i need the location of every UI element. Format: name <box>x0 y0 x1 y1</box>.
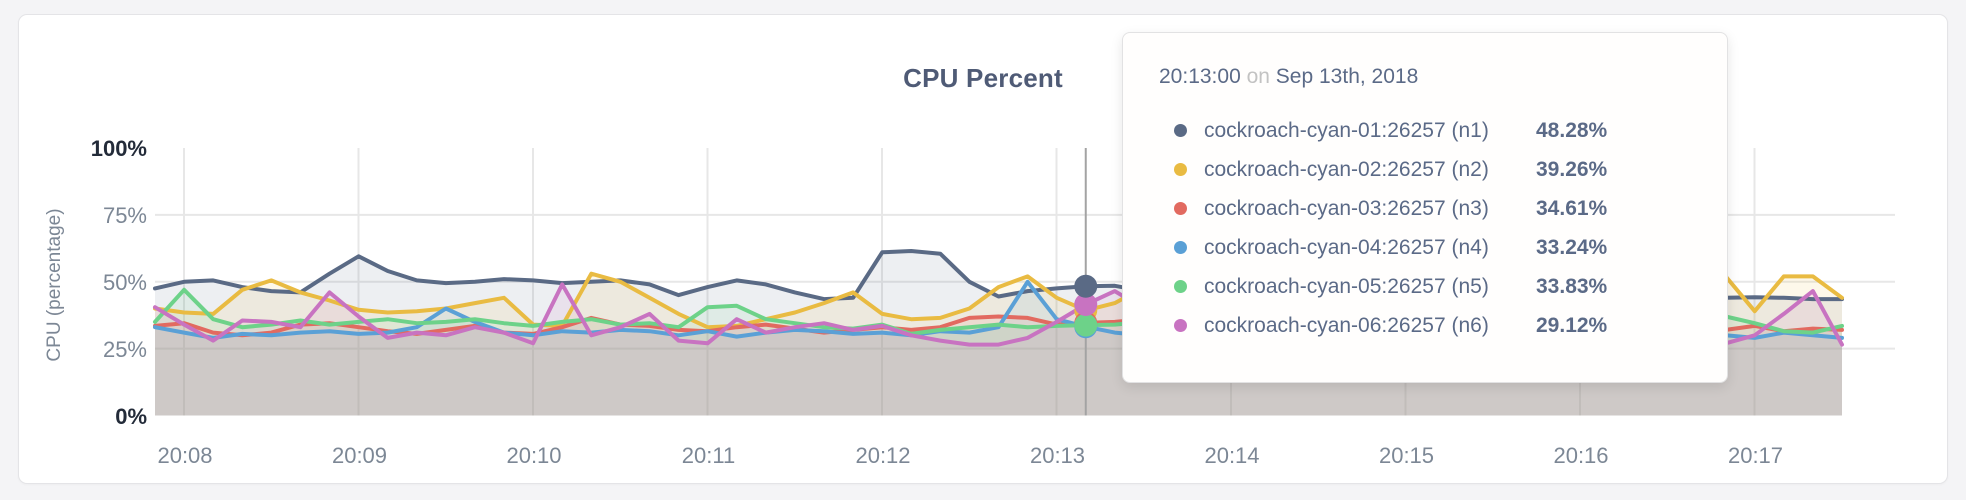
y-tick-label: 50% <box>102 269 147 295</box>
tooltip-series-name: cockroach-cyan-01:26257 (n1) <box>1204 118 1489 142</box>
x-tick-label: 20:10 <box>506 443 562 468</box>
series-color-dot-icon <box>1174 124 1187 137</box>
tooltip-series-value: 39.26% <box>1536 157 1608 181</box>
tooltip-series-row: cockroach-cyan-04:26257 (n4) 33.24% <box>1174 228 1693 267</box>
tooltip-series-name: cockroach-cyan-04:26257 (n4) <box>1204 235 1489 259</box>
tooltip-series-name: cockroach-cyan-02:26257 (n2) <box>1204 157 1489 181</box>
x-tick-label: 20:16 <box>1553 443 1609 468</box>
y-tick-label: 100% <box>90 136 147 161</box>
series-color-dot-icon <box>1174 241 1187 254</box>
series-color-dot-icon <box>1174 163 1187 176</box>
series-color-dot-icon <box>1174 280 1187 293</box>
tooltip-rows: cockroach-cyan-01:26257 (n1) 48.28% cockro… <box>1174 111 1693 345</box>
tooltip-preposition: on <box>1246 65 1270 88</box>
hover-dot-n1 <box>1074 274 1098 298</box>
tooltip-date: Sep 13th, 2018 <box>1275 65 1419 88</box>
tooltip-series-row: cockroach-cyan-06:26257 (n6) 29.12% <box>1174 306 1693 345</box>
hover-dot-n6 <box>1074 292 1098 316</box>
tooltip-series-value: 48.28% <box>1536 118 1608 142</box>
chart-title: CPU Percent <box>903 63 1063 93</box>
tooltip-series-name: cockroach-cyan-06:26257 (n6) <box>1204 313 1489 337</box>
hover-dot-n5 <box>1074 313 1098 337</box>
y-tick-label: 25% <box>102 336 147 362</box>
x-tick-label: 20:11 <box>681 443 736 468</box>
tooltip-series-value: 33.24% <box>1536 235 1608 259</box>
tooltip-series-value: 29.12% <box>1536 313 1608 337</box>
tooltip-series-row: cockroach-cyan-05:26257 (n5) 33.83% <box>1174 267 1693 306</box>
x-tick-label: 20:13 <box>1029 443 1086 468</box>
series-color-dot-icon <box>1174 319 1187 332</box>
x-tick-label: 20:09 <box>331 443 388 468</box>
tooltip-series-name: cockroach-cyan-05:26257 (n5) <box>1204 274 1489 298</box>
y-tick-label: 0% <box>115 403 147 429</box>
x-tick-label: 20:15 <box>1378 443 1435 468</box>
hover-dots <box>1074 274 1098 339</box>
tooltip-series-value: 34.61% <box>1536 196 1608 220</box>
tooltip-series-value: 33.83% <box>1536 274 1608 298</box>
tooltip-header: 20:13:00 on Sep 13th, 2018 <box>1159 63 1693 91</box>
tooltip-time: 20:13:00 <box>1159 65 1241 88</box>
hover-tooltip: 20:13:00 on Sep 13th, 2018 cockroach-cya… <box>1122 32 1728 383</box>
x-tick-label: 20:17 <box>1727 443 1784 468</box>
series-color-dot-icon <box>1174 202 1187 215</box>
tooltip-series-row: cockroach-cyan-03:26257 (n3) 34.61% <box>1174 189 1693 228</box>
x-tick-label: 20:12 <box>855 443 911 468</box>
y-tick-label: 75% <box>102 202 147 228</box>
x-tick-label: 20:08 <box>157 443 213 468</box>
tooltip-series-name: cockroach-cyan-03:26257 (n3) <box>1204 196 1489 220</box>
tooltip-series-row: cockroach-cyan-02:26257 (n2) 39.26% <box>1174 150 1693 189</box>
tooltip-series-row: cockroach-cyan-01:26257 (n1) 48.28% <box>1174 111 1693 150</box>
x-tick-label: 20:14 <box>1204 443 1260 468</box>
